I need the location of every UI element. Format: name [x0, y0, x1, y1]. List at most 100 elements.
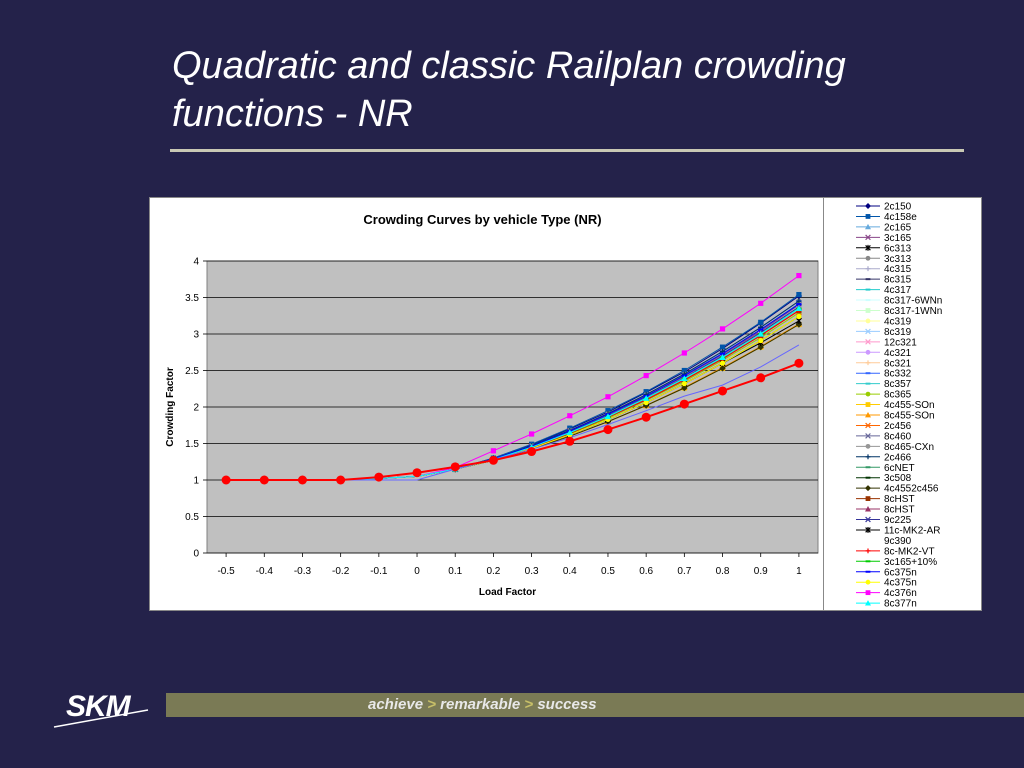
data-point — [603, 425, 613, 435]
data-point — [488, 455, 498, 465]
x-tick-label: 0.6 — [639, 566, 653, 577]
legend-item: 8c317-1WNn — [856, 306, 942, 317]
legend-item: 8c455-SOn — [856, 411, 935, 422]
legend-marker — [865, 527, 871, 533]
legend-item: 8cHST — [856, 505, 915, 516]
legend-marker — [865, 454, 871, 460]
legend-item: 12c321 — [856, 337, 917, 348]
legend-label: 4c158e — [884, 212, 917, 223]
x-tick-label: -0.5 — [217, 566, 235, 577]
legend-item: 8c465-CXn — [856, 442, 934, 453]
data-point — [643, 389, 649, 395]
data-point — [719, 365, 726, 372]
legend-label: 4c376n — [884, 588, 917, 599]
chart-frame: Crowding Curves by vehicle Type (NR) 0 0.5… — [149, 197, 825, 611]
legend-label: 3c165+10% — [884, 557, 937, 568]
legend-item: 8c-MK2-VT — [856, 546, 935, 557]
data-point — [565, 436, 575, 446]
data-point — [643, 400, 649, 406]
legend-item: 2c456 — [856, 421, 912, 432]
data-point — [527, 447, 537, 457]
data-point — [642, 395, 650, 401]
data-point — [796, 313, 802, 320]
legend-label: 8c357 — [884, 379, 912, 390]
x-tick-label: 0 — [414, 566, 420, 577]
legend-marker — [865, 360, 871, 366]
legend-marker — [865, 485, 871, 492]
tagline-word-3: success — [537, 696, 597, 713]
legend-item: 9c225 — [856, 515, 912, 526]
x-tick-label: 0.5 — [601, 566, 615, 577]
legend-item: 6c313 — [856, 243, 912, 254]
legend-marker — [865, 214, 871, 219]
legend-item: 4c317 — [856, 285, 912, 296]
legend-marker — [865, 496, 871, 501]
data-point — [758, 300, 764, 306]
x-axis-label: Load Factor — [479, 587, 536, 598]
data-point — [528, 431, 535, 437]
legend-label: 2c456 — [884, 421, 912, 432]
legend-item: 4c455-SOn — [856, 400, 935, 411]
data-point — [796, 291, 802, 298]
y-tick-label: 2.5 — [185, 366, 199, 377]
data-point — [758, 319, 764, 325]
footer-bar — [166, 693, 1024, 717]
x-tick-label: 0.4 — [563, 566, 577, 577]
legend-label: 2c165 — [884, 222, 912, 233]
legend-label: 6c375n — [884, 567, 917, 578]
data-point — [681, 350, 687, 356]
legend-item: 11c-MK2-AR — [856, 525, 941, 536]
data-point — [795, 305, 803, 312]
legend-item: 4c4552c456 — [856, 484, 939, 495]
y-axis-label: Crowding Factor — [165, 367, 176, 447]
legend-item: 8c315 — [856, 275, 912, 286]
legend-label: 8cHST — [884, 505, 915, 516]
legend-item: 8c460 — [856, 431, 912, 442]
legend-label: 8c377n — [884, 599, 917, 610]
data-point — [566, 429, 573, 436]
tagline-separator-1: > — [427, 696, 436, 713]
legend-marker — [865, 255, 871, 261]
legend-entries: 2c1504c158e2c1653c1656c3133c3134c3158c31… — [856, 202, 942, 610]
data-point — [643, 373, 649, 379]
legend-item: 3c165+10% — [856, 557, 937, 568]
data-point — [450, 462, 460, 472]
legend-marker — [865, 422, 871, 429]
legend-item: 4c319 — [856, 316, 912, 327]
legend-item: 2c165 — [856, 222, 912, 233]
chart-legend: 2c150 4c158e 2c165 3c165 6c313 3c313 4c315 8c31… — [823, 197, 982, 611]
legend-marker — [865, 548, 871, 554]
x-tick-label: 0.8 — [716, 566, 730, 577]
legend-label: 8c319 — [884, 327, 912, 338]
legend-marker — [865, 223, 871, 230]
legend-item: 4c376n — [856, 588, 917, 599]
legend-label: 8c460 — [884, 431, 912, 442]
data-point — [796, 298, 802, 304]
legend-label: 2c150 — [884, 202, 912, 213]
legend-item: 8c365 — [856, 390, 912, 401]
legend-label: 4c455-SOn — [884, 400, 935, 411]
legend-label: 8c315 — [884, 275, 912, 286]
data-point — [490, 448, 497, 454]
data-point — [412, 468, 422, 478]
legend-item: 8cHST — [856, 494, 915, 505]
legend-marker — [865, 579, 871, 585]
legend-label: 4c319 — [884, 316, 912, 327]
x-tick-label: -0.1 — [370, 566, 388, 577]
legend-label: 8cHST — [884, 494, 915, 505]
x-tick-label: 1 — [796, 566, 802, 577]
legend-label: 8c321 — [884, 358, 912, 369]
crowding-chart: Crowding Curves by vehicle Type (NR) 0 0.5… — [165, 212, 819, 598]
legend-label: 4c4552c456 — [884, 484, 939, 495]
legend-label: 8c317-6WNn — [884, 296, 942, 307]
data-point — [374, 472, 384, 482]
legend-label: 4c375n — [884, 578, 917, 589]
series-group — [221, 358, 804, 485]
legend-item: 3c313 — [856, 254, 912, 265]
data-point — [681, 367, 687, 374]
legend-item: 8c317-6WNn — [856, 296, 942, 307]
legend-label: 4c321 — [884, 348, 912, 359]
chart-title: Crowding Curves by vehicle Type (NR) — [363, 212, 601, 227]
legend-marker — [865, 266, 871, 272]
y-tick-label: 2 — [193, 403, 199, 414]
